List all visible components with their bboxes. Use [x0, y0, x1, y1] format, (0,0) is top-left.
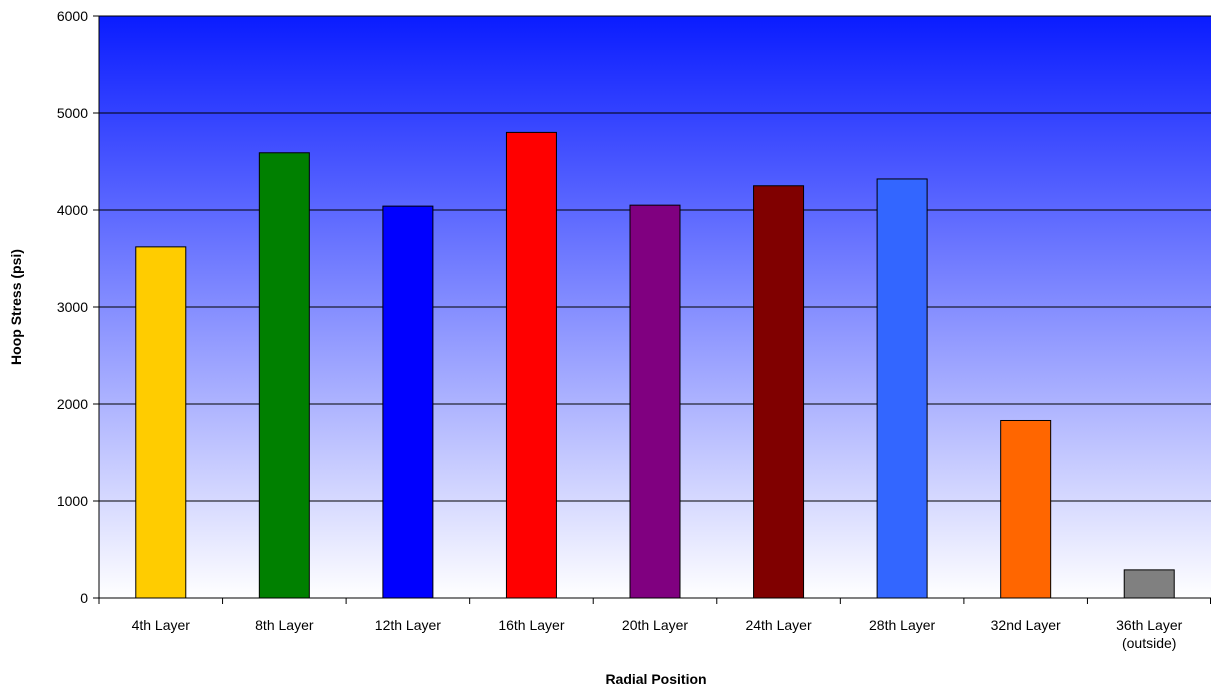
y-tick-label: 2000: [57, 396, 88, 412]
x-tick-label: 8th Layer: [255, 617, 314, 633]
y-tick-label: 3000: [57, 299, 88, 315]
bar-1: [258, 152, 310, 599]
x-tick-label-line: 4th Layer: [132, 617, 191, 633]
y-axis-title: Hoop Stress (psi): [8, 249, 24, 365]
x-tick-label-line: 28th Layer: [869, 617, 935, 633]
x-tick-label: 4th Layer: [132, 617, 191, 633]
y-tick-label: 4000: [57, 202, 88, 218]
x-tick-label-line: 16th Layer: [498, 617, 564, 633]
x-tick-label: 20th Layer: [622, 617, 688, 633]
x-tick-label: 16th Layer: [498, 617, 564, 633]
y-tick-label: 5000: [57, 105, 88, 121]
x-tick-label: 28th Layer: [869, 617, 935, 633]
bar-7: [1000, 419, 1052, 599]
x-tick-label-line: 20th Layer: [622, 617, 688, 633]
x-tick-label-line: 32nd Layer: [991, 617, 1061, 633]
bar-4: [629, 204, 681, 599]
x-tick-label: 32nd Layer: [991, 617, 1061, 633]
bar-3: [505, 131, 557, 599]
x-tick-label-line: 8th Layer: [255, 617, 314, 633]
x-tick-label: 12th Layer: [375, 617, 441, 633]
bar-0: [135, 246, 187, 599]
y-tick-label: 1000: [57, 493, 88, 509]
bar-6: [876, 178, 928, 599]
x-axis-title: Radial Position: [605, 671, 706, 687]
y-tick-label: 6000: [57, 8, 88, 24]
x-tick-label-line: 12th Layer: [375, 617, 441, 633]
x-tick-label: 36th Layer (outside): [1116, 617, 1182, 651]
bar-2: [382, 205, 434, 599]
x-tick-label-line: (outside): [1122, 635, 1176, 651]
y-tick-label: 0: [80, 590, 88, 606]
bar-8: [1123, 569, 1175, 599]
x-tick-label-line: 36th Layer: [1116, 617, 1182, 633]
x-tick-label: 24th Layer: [745, 617, 811, 633]
x-tick-label-line: 24th Layer: [745, 617, 811, 633]
bar-5: [753, 185, 805, 599]
